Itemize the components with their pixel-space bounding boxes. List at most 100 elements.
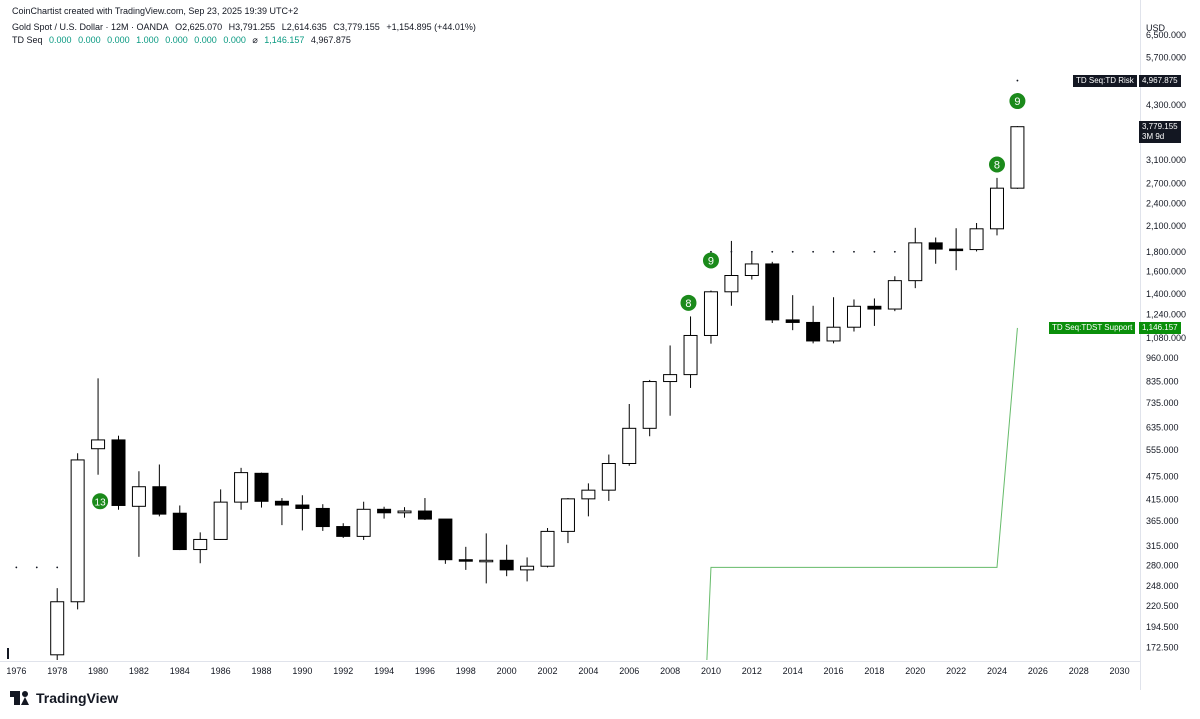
candle-body: [356, 508, 371, 537]
x-tick-label: 2008: [660, 666, 680, 676]
indicator-name[interactable]: TD Seq: [12, 35, 43, 45]
x-tick-label: 2018: [864, 666, 884, 676]
candle-body: [91, 439, 106, 450]
candle-body: [601, 463, 616, 491]
x-tick-label: 1994: [374, 666, 394, 676]
bar-countdown: 3M 9d: [1142, 131, 1165, 141]
td-level-dot: [771, 250, 774, 253]
candle-body: [785, 319, 800, 323]
y-tick-label: 960.000: [1146, 353, 1179, 363]
y-tick-label: 172.500: [1146, 642, 1179, 652]
price-axis-divider: [1140, 0, 1141, 690]
y-tick-label: 1,800.000: [1146, 247, 1186, 257]
candle-body: [193, 538, 208, 551]
x-tick-label: 2022: [946, 666, 966, 676]
indicator-value: 0.000: [78, 35, 101, 45]
x-tick-label: 1998: [456, 666, 476, 676]
candle-body: [499, 559, 514, 571]
candle-body: [724, 275, 739, 293]
td-level-dot: [832, 250, 835, 253]
y-tick-label: 1,080.000: [1146, 333, 1186, 343]
x-tick-label: 1982: [129, 666, 149, 676]
open-value: O2,625.070: [175, 22, 223, 32]
x-tick-label: 1978: [47, 666, 67, 676]
x-tick-label: 2020: [905, 666, 925, 676]
tradingview-logo-icon: [10, 691, 30, 705]
tdst-support-line: [706, 327, 1018, 661]
candle-body: [744, 263, 759, 277]
y-tick-label: 555.000: [1146, 445, 1179, 455]
indicator-support: 1,146.157: [264, 35, 305, 45]
time-axis-divider: [0, 661, 1140, 662]
indicator-value: 1.000: [136, 35, 159, 45]
td-level-dot: [1016, 79, 1019, 82]
y-tick-label: 835.000: [1146, 376, 1179, 386]
candle-body: [846, 305, 861, 328]
currency-label[interactable]: USD: [1146, 23, 1166, 33]
y-tick-label: 1,240.000: [1146, 310, 1186, 320]
candle-body: [826, 326, 841, 342]
x-tick-label: 2004: [578, 666, 598, 676]
indicator-value: 0.000: [107, 35, 130, 45]
candle-body: [622, 427, 637, 465]
y-tick-label: 635.000: [1146, 423, 1179, 433]
x-tick-label: 1992: [333, 666, 353, 676]
candle-body: [867, 305, 882, 310]
candle-body: [683, 334, 698, 376]
x-tick-label: 2014: [783, 666, 803, 676]
td-level-dot: [710, 250, 712, 253]
td-count-marker: [702, 252, 719, 269]
candle-body: [50, 601, 65, 656]
y-tick-label: 194.500: [1146, 622, 1179, 632]
candle-body: [70, 459, 85, 603]
candle-body: [295, 504, 310, 509]
y-tick-label: 3,100.000: [1146, 155, 1186, 165]
y-tick-label: 475.000: [1146, 471, 1179, 481]
td-count-label: 13: [95, 497, 107, 508]
candle-body: [397, 510, 412, 514]
td-risk-value-tag: 4,967.875: [1139, 74, 1181, 87]
candle-body: [642, 381, 657, 429]
td-level-dot: [791, 250, 794, 253]
x-tick-label: 2016: [824, 666, 844, 676]
y-tick-label: 415.000: [1146, 494, 1179, 504]
y-tick-label: 1,600.000: [1146, 267, 1186, 277]
x-tick-label: 2012: [742, 666, 762, 676]
y-tick-label: 248.000: [1146, 581, 1179, 591]
indicator-value: 0.000: [223, 35, 246, 45]
candle-body: [969, 228, 984, 251]
candle-body: [254, 472, 269, 502]
credit-text: CoinChartist created with TradingView.co…: [12, 6, 299, 16]
y-tick-label: 6,500.000: [1146, 30, 1186, 40]
candle-body: [663, 374, 678, 383]
td-count-marker: [92, 493, 109, 510]
x-tick-label: 2026: [1028, 666, 1048, 676]
symbol-name[interactable]: Gold Spot / U.S. Dollar · 12M · OANDA: [12, 22, 169, 32]
high-value: H3,791.255: [228, 22, 276, 32]
close-value: C3,779.155: [333, 22, 380, 32]
candle-body: [540, 530, 555, 567]
td-level-dot: [56, 566, 59, 569]
candle-body: [806, 321, 821, 342]
candle-body: [928, 242, 943, 250]
price-chart[interactable]: 6,500.000 5,700.000 4,300.000 3,100.000 2,70…: [0, 0, 1200, 690]
last-price-tag: 3,779.155 3M 9d: [1139, 120, 1181, 143]
tdst-support-label-tag: TD Seq:TDST Support: [1049, 321, 1136, 334]
indicator-value: 0.000: [49, 35, 72, 45]
y-tick-label: 735.000: [1146, 398, 1179, 408]
y-tick-label: 4,300.000: [1146, 100, 1186, 110]
tradingview-logo[interactable]: TradingView: [10, 690, 118, 706]
y-tick-label: 2,400.000: [1146, 198, 1186, 208]
x-tick-label: 2028: [1069, 666, 1089, 676]
candle-body: [111, 439, 126, 506]
td-risk-label-tag: TD Seq:TD Risk: [1073, 74, 1137, 87]
td-level-dot: [750, 250, 753, 253]
indicator-legend: TD Seq 0.000 0.000 0.000 1.000 0.000 0.0…: [12, 35, 355, 46]
td-level-dot: [35, 566, 38, 569]
change-value: +1,154.895 (+44.01%): [386, 22, 476, 32]
td-level-dot: [812, 250, 815, 253]
td-count-marker: [1009, 93, 1026, 110]
candle-body: [989, 187, 1004, 230]
low-value: L2,614.635: [281, 22, 327, 32]
candle-body: [908, 242, 923, 282]
